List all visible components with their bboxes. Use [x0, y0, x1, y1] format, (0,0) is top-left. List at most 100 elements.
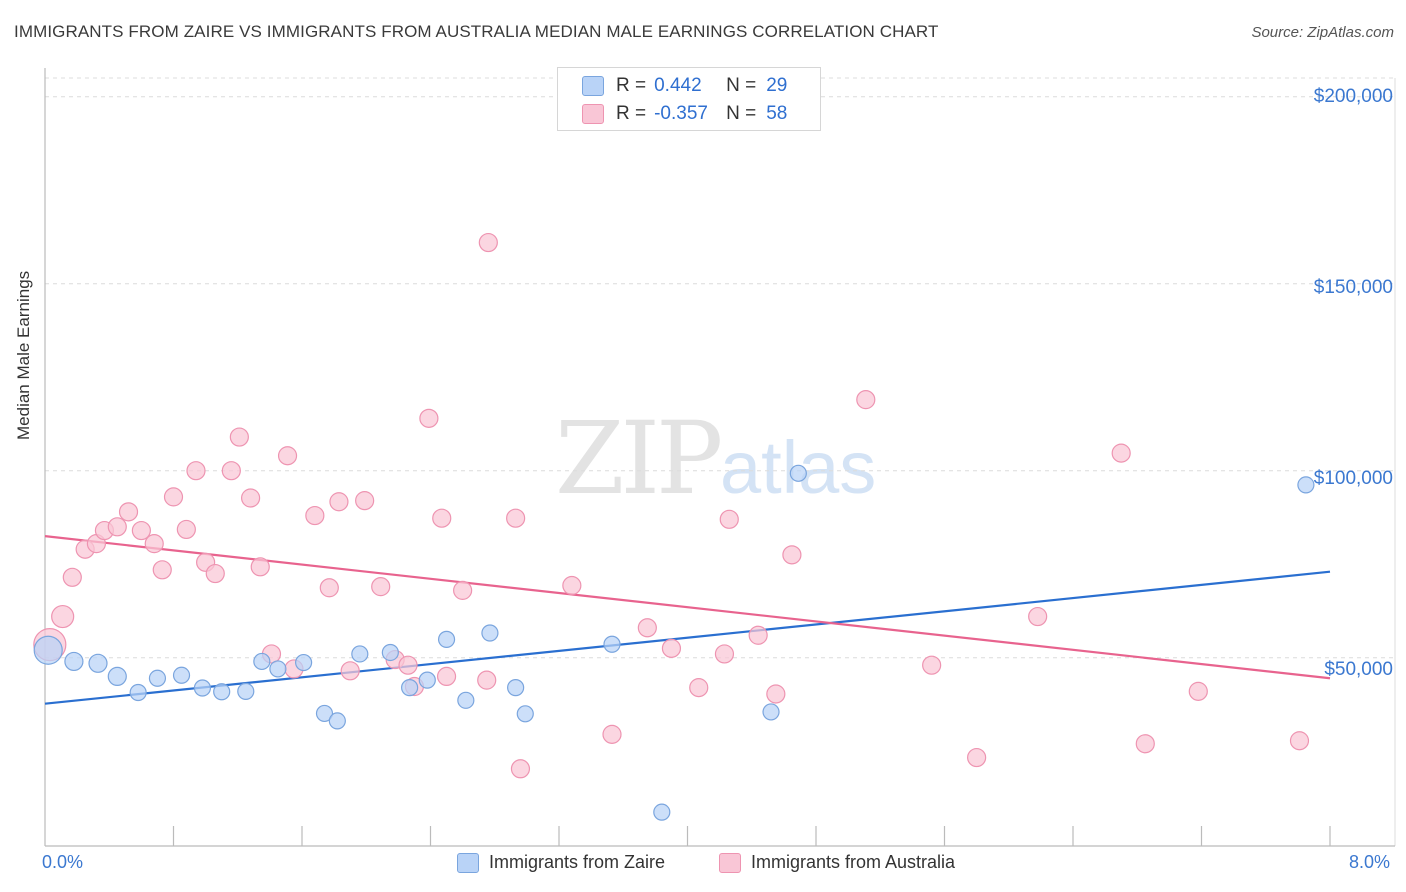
australia-point: [922, 655, 942, 675]
r-label: R =: [616, 103, 647, 124]
australia-point: [1111, 443, 1131, 463]
australia-point: [250, 557, 270, 577]
australia-swatch: [719, 852, 741, 873]
australia-point: [602, 724, 622, 744]
zaire-point: [1297, 476, 1315, 494]
zaire-point: [437, 630, 456, 648]
australia-point: [719, 509, 739, 529]
zaire-point: [401, 679, 419, 697]
australia-point: [186, 461, 206, 481]
legend-row-australia: R = -0.357 N = 58: [582, 102, 787, 126]
australia-point: [1188, 681, 1208, 701]
australia-point: [229, 427, 249, 447]
australia-point: [241, 488, 261, 508]
chart-title: IMMIGRANTS FROM ZAIRE VS IMMIGRANTS FROM…: [14, 22, 939, 41]
australia-point: [62, 567, 82, 587]
zaire-point: [107, 666, 127, 687]
australia-point: [436, 666, 457, 687]
zaire-point: [253, 652, 271, 671]
australia-point: [131, 520, 151, 541]
r-label: R =: [616, 75, 647, 96]
source-label: Source: ZipAtlas.com: [1251, 24, 1394, 41]
australia-swatch: [582, 104, 604, 124]
zaire-point: [603, 635, 621, 653]
australia-point: [305, 505, 325, 526]
australia-point: [51, 604, 75, 629]
zaire-point: [193, 679, 212, 697]
y-axis-label: Median Male Earnings: [14, 270, 33, 440]
australia-point: [319, 578, 339, 598]
zaire-point: [351, 645, 369, 663]
australia-point: [205, 563, 225, 584]
australia-point: [277, 446, 298, 466]
n-label: N =: [726, 103, 757, 124]
zaire-point: [33, 635, 63, 665]
australia-point: [1289, 731, 1310, 751]
australia-point: [432, 508, 452, 528]
axes: [44, 68, 1395, 847]
australia-point: [661, 638, 682, 658]
x-tick-label-max: 8.0%: [1349, 852, 1391, 872]
zaire-point: [148, 669, 167, 687]
n-value: 29: [766, 75, 788, 96]
australia-point: [689, 678, 709, 698]
australia-trend-line: [44, 535, 1331, 680]
australia-point: [152, 560, 172, 580]
zaire-point: [653, 803, 671, 821]
australia-point: [1028, 606, 1048, 627]
zaire-point: [129, 683, 147, 702]
zaire-point: [481, 624, 499, 642]
australia-point: [329, 492, 349, 512]
australia-point: [748, 625, 768, 645]
zaire-point: [789, 464, 807, 482]
legend-item-australia[interactable]: Immigrants from Australia: [719, 852, 955, 873]
n-value: 58: [766, 103, 788, 124]
australia-point: [355, 491, 375, 511]
zaire-point: [418, 671, 436, 689]
legend-row-zaire: R = 0.442 N = 29: [582, 74, 787, 98]
legend-label-zaire: Immigrants from Zaire: [489, 852, 666, 872]
australia-point: [478, 232, 498, 253]
y-tick-label-150000: $150,000: [1313, 277, 1393, 298]
zaire-point: [64, 651, 84, 672]
zaire-point: [172, 666, 191, 684]
zaire-point: [762, 703, 780, 721]
zaire-point: [295, 653, 313, 672]
australia-point: [510, 759, 531, 779]
r-value: 0.442: [654, 75, 702, 96]
australia-point: [398, 655, 418, 675]
australia-point: [477, 670, 497, 690]
australia-point: [562, 575, 582, 596]
australia-point: [118, 502, 139, 522]
australia-point: [107, 517, 127, 537]
grid-lines: [45, 77, 1396, 846]
australia-point: [637, 618, 657, 638]
australia-point: [340, 661, 360, 681]
zaire-point: [213, 683, 231, 701]
legend-item-zaire[interactable]: Immigrants from Zaire: [457, 852, 665, 873]
zaire-swatch: [457, 852, 479, 873]
australia-point: [371, 577, 391, 597]
australia-point: [856, 390, 876, 410]
y-tick-label-100000: $100,000: [1313, 468, 1393, 489]
australia-point: [144, 534, 164, 554]
legend-label-australia: Immigrants from Australia: [751, 852, 956, 872]
australia-point: [714, 644, 735, 664]
x-tick-label-min: 0.0%: [42, 852, 84, 872]
zaire-swatch: [582, 76, 604, 96]
zaire-point: [516, 705, 534, 723]
zaire-point: [315, 704, 334, 723]
zaire-point: [381, 643, 399, 662]
correlation-legend: R = 0.442 N = 29 R = -0.357 N = 58: [557, 67, 821, 131]
zaire-point: [457, 691, 475, 709]
zaire-point: [269, 660, 287, 678]
australia-point: [1135, 734, 1155, 754]
australia-point: [967, 747, 987, 768]
watermark-zip: ZIP: [555, 400, 723, 517]
australia-point: [766, 684, 786, 704]
y-tick-label-50000: $50,000: [1324, 659, 1393, 680]
australia-point: [506, 508, 526, 528]
australia-point: [419, 408, 439, 428]
australia-point: [163, 487, 184, 507]
